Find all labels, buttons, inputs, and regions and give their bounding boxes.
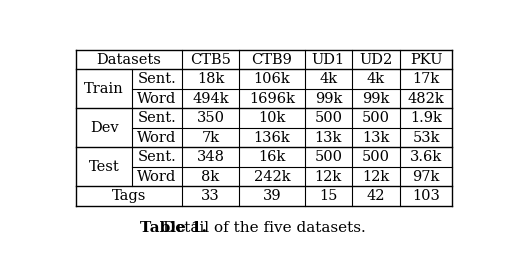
Text: 16k: 16k — [259, 150, 286, 164]
Text: 17k: 17k — [412, 72, 440, 86]
Text: 12k: 12k — [362, 170, 390, 184]
Text: 12k: 12k — [315, 170, 342, 184]
Text: 18k: 18k — [197, 72, 224, 86]
Text: Train: Train — [84, 82, 124, 96]
Text: Word: Word — [137, 131, 176, 145]
Text: 97k: 97k — [412, 170, 440, 184]
Text: UD1: UD1 — [312, 53, 345, 67]
Text: 15: 15 — [319, 189, 337, 203]
Text: Table 1.: Table 1. — [140, 221, 207, 235]
Text: 106k: 106k — [253, 72, 291, 86]
Text: Detail of the five datasets.: Detail of the five datasets. — [163, 221, 366, 235]
Text: 500: 500 — [362, 111, 390, 125]
Text: 500: 500 — [314, 150, 342, 164]
Text: 482k: 482k — [408, 92, 444, 105]
Text: 53k: 53k — [412, 131, 440, 145]
Text: 13k: 13k — [315, 131, 342, 145]
Text: 8k: 8k — [201, 170, 220, 184]
Text: 13k: 13k — [362, 131, 390, 145]
Text: 242k: 242k — [254, 170, 291, 184]
Text: 10k: 10k — [259, 111, 286, 125]
Text: Tags: Tags — [112, 189, 147, 203]
Text: 4k: 4k — [367, 72, 385, 86]
Text: 42: 42 — [367, 189, 385, 203]
Text: 500: 500 — [314, 111, 342, 125]
Text: 99k: 99k — [362, 92, 390, 105]
Text: Word: Word — [137, 170, 176, 184]
Text: CTB5: CTB5 — [190, 53, 231, 67]
Text: PKU: PKU — [410, 53, 442, 67]
Text: 348: 348 — [197, 150, 224, 164]
Text: 136k: 136k — [253, 131, 291, 145]
Text: 103: 103 — [412, 189, 440, 203]
Text: Dev: Dev — [90, 121, 118, 135]
Text: 4k: 4k — [319, 72, 337, 86]
Text: CTB9: CTB9 — [251, 53, 293, 67]
Text: 33: 33 — [201, 189, 220, 203]
Text: UD2: UD2 — [359, 53, 393, 67]
Text: Datasets: Datasets — [96, 53, 162, 67]
Text: 7k: 7k — [202, 131, 220, 145]
Text: 494k: 494k — [192, 92, 229, 105]
Text: 350: 350 — [197, 111, 224, 125]
Text: 500: 500 — [362, 150, 390, 164]
Text: 1696k: 1696k — [249, 92, 295, 105]
Text: 39: 39 — [263, 189, 281, 203]
Text: Sent.: Sent. — [137, 111, 176, 125]
Text: Test: Test — [89, 160, 119, 174]
Text: 1.9k: 1.9k — [410, 111, 442, 125]
Text: 3.6k: 3.6k — [410, 150, 442, 164]
Text: Word: Word — [137, 92, 176, 105]
Text: Sent.: Sent. — [137, 72, 176, 86]
Text: 99k: 99k — [315, 92, 342, 105]
Text: Sent.: Sent. — [137, 150, 176, 164]
